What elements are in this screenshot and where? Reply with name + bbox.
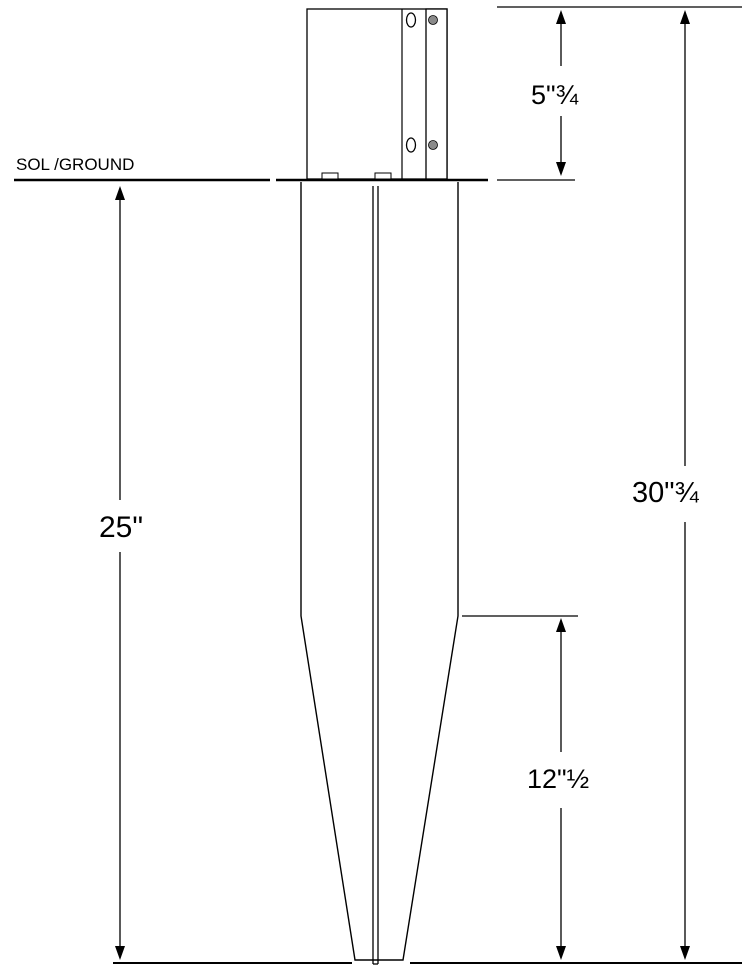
- post-bracket: [306, 8, 448, 180]
- spike-body: [300, 182, 459, 965]
- taper-length-dimension: [556, 618, 566, 960]
- total-height-label: 30"¾: [632, 477, 700, 509]
- bolt-hole-top: [405, 12, 417, 28]
- bolt-head-top: [428, 15, 438, 25]
- bolt-hole-bottom: [405, 137, 417, 153]
- bolt-head-bottom: [428, 140, 438, 150]
- bracket-height-dimension: [556, 10, 566, 176]
- bracket-height-label: 5"¾: [531, 80, 579, 110]
- buried-depth-dimension: [115, 186, 125, 960]
- taper-length-label: 12"½: [527, 764, 589, 794]
- ground-label: SOL /GROUND: [16, 155, 134, 174]
- total-height-dimension: [680, 10, 690, 960]
- buried-depth-label: 25": [99, 511, 143, 544]
